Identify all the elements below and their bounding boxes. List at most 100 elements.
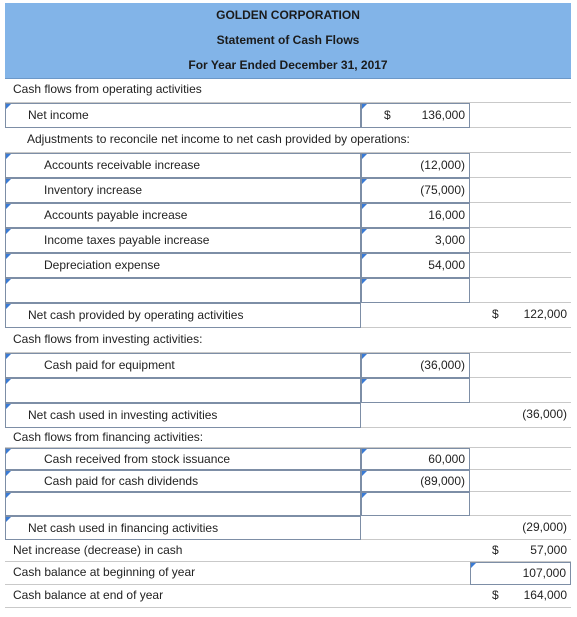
label-text: Net cash used in financing activities [28, 521, 219, 535]
row-label: Cash flows from investing activities: [5, 328, 571, 353]
row-label: Cash balance at beginning of year [5, 562, 361, 585]
amount-cell[interactable] [361, 492, 470, 516]
amount-cell[interactable]: 54,000 [361, 253, 470, 278]
total-cell [470, 103, 571, 128]
dollar-sign: $ [384, 108, 391, 122]
row-label[interactable]: Accounts receivable increase [5, 153, 361, 178]
row-label[interactable]: Net cash used in investing activities [5, 403, 361, 428]
amount-cell[interactable]: $136,000 [361, 103, 470, 128]
amount: 3,000 [434, 233, 465, 247]
total-cell: $122,000 [470, 303, 571, 328]
row-label[interactable]: Accounts payable increase [5, 203, 361, 228]
total-cell [470, 253, 571, 278]
dollar-sign: $ [492, 588, 499, 602]
label-text: Adjustments to reconcile net income to n… [27, 132, 410, 146]
total-cell [470, 353, 571, 378]
amount: 54,000 [428, 258, 465, 272]
label-text: Depreciation expense [44, 258, 161, 272]
amount-cell [361, 540, 470, 562]
total-cell: $57,000 [470, 540, 571, 562]
amount-cell[interactable] [361, 378, 470, 403]
row-label: Cash flows from operating activities [5, 78, 571, 103]
amount: 136,000 [421, 108, 465, 122]
label-text: Cash flows from operating activities [13, 82, 202, 96]
statement-period: For Year Ended December 31, 2017 [5, 53, 571, 79]
total-cell [470, 448, 571, 470]
total-cell: (29,000) [470, 516, 571, 540]
label-text: Cash balance at end of year [13, 588, 164, 602]
row-label: Adjustments to reconcile net income to n… [5, 128, 571, 153]
amount: 60,000 [428, 452, 465, 466]
total-cell [470, 492, 571, 516]
row-label[interactable]: Net income [5, 103, 361, 128]
amount-cell[interactable]: (12,000) [361, 153, 470, 178]
row-label[interactable]: Inventory increase [5, 178, 361, 203]
row-label[interactable]: Net cash provided by operating activitie… [5, 303, 361, 328]
label-text: Net income [28, 108, 89, 122]
amount-cell [361, 516, 470, 540]
row-label[interactable] [5, 492, 361, 516]
total: 57,000 [530, 543, 567, 557]
row-label[interactable]: Depreciation expense [5, 253, 361, 278]
total-cell: (36,000) [470, 403, 571, 428]
label-text: Net cash provided by operating activitie… [28, 308, 244, 322]
total-cell [470, 153, 571, 178]
label-text: Cash received from stock issuance [44, 452, 231, 466]
total-cell[interactable]: 107,000 [470, 562, 571, 585]
amount-cell[interactable]: 3,000 [361, 228, 470, 253]
amount: (89,000) [420, 474, 465, 488]
amount-cell[interactable]: (36,000) [361, 353, 470, 378]
row-label: Cash balance at end of year [5, 585, 361, 608]
row-label: Net increase (decrease) in cash [5, 540, 361, 562]
total-cell [470, 203, 571, 228]
total: 122,000 [523, 307, 567, 321]
label-text: Cash balance at beginning of year [13, 565, 196, 579]
label-text: Accounts receivable increase [44, 158, 201, 172]
amount-cell [361, 403, 470, 428]
total: 107,000 [522, 566, 566, 580]
label-text: Cash flows from financing activities: [13, 430, 204, 444]
amount-cell[interactable]: (75,000) [361, 178, 470, 203]
row-label[interactable]: Cash paid for cash dividends [5, 470, 361, 492]
amount: (75,000) [420, 183, 465, 197]
total: (29,000) [522, 520, 567, 534]
total: (36,000) [522, 407, 567, 421]
amount-cell[interactable] [361, 278, 470, 303]
total-cell [470, 378, 571, 403]
total-cell [470, 178, 571, 203]
company-name: GOLDEN CORPORATION [5, 3, 571, 29]
label-text: Cash flows from investing activities: [13, 332, 203, 346]
label-text: Cash paid for equipment [44, 358, 175, 372]
row-label[interactable] [5, 378, 361, 403]
amount-cell [361, 562, 470, 585]
dollar-sign: $ [492, 543, 499, 557]
dollar-sign: $ [492, 307, 499, 321]
amount: (36,000) [420, 358, 465, 372]
amount-cell [361, 303, 470, 328]
amount-cell [361, 585, 470, 608]
total-cell [470, 278, 571, 303]
total-cell: $164,000 [470, 585, 571, 608]
label-text: Income taxes payable increase [44, 233, 210, 247]
row-label[interactable]: Cash paid for equipment [5, 353, 361, 378]
label-text: Accounts payable increase [44, 208, 188, 222]
amount-cell[interactable]: (89,000) [361, 470, 470, 492]
total-cell [470, 470, 571, 492]
label-text: Net increase (decrease) in cash [13, 543, 183, 557]
label-text: Cash paid for cash dividends [44, 474, 199, 488]
row-label: Cash flows from financing activities: [5, 428, 571, 448]
label-text: Inventory increase [44, 183, 143, 197]
row-label[interactable] [5, 278, 361, 303]
row-label[interactable]: Net cash used in financing activities [5, 516, 361, 540]
total: 164,000 [523, 588, 567, 602]
amount: 16,000 [428, 208, 465, 222]
statement-title: Statement of Cash Flows [5, 28, 571, 54]
row-label[interactable]: Income taxes payable increase [5, 228, 361, 253]
amount-cell[interactable]: 16,000 [361, 203, 470, 228]
total-cell [470, 228, 571, 253]
row-label[interactable]: Cash received from stock issuance [5, 448, 361, 470]
amount-cell[interactable]: 60,000 [361, 448, 470, 470]
label-text: Net cash used in investing activities [28, 408, 218, 422]
amount: (12,000) [420, 158, 465, 172]
